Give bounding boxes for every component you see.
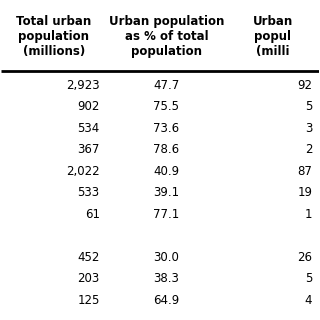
Text: 73.6: 73.6 bbox=[153, 122, 180, 135]
Text: 533: 533 bbox=[78, 186, 100, 199]
Text: 534: 534 bbox=[77, 122, 100, 135]
Text: 26: 26 bbox=[297, 251, 312, 264]
Text: 47.7: 47.7 bbox=[153, 79, 180, 92]
Text: 40.9: 40.9 bbox=[153, 165, 180, 178]
Text: 1: 1 bbox=[305, 208, 312, 221]
Text: 4: 4 bbox=[305, 294, 312, 307]
Text: 2,923: 2,923 bbox=[66, 79, 100, 92]
Text: 125: 125 bbox=[77, 294, 100, 307]
Text: 30.0: 30.0 bbox=[153, 251, 179, 264]
Text: 77.1: 77.1 bbox=[153, 208, 180, 221]
Text: Total urban
population
(millions): Total urban population (millions) bbox=[16, 15, 91, 58]
Text: 902: 902 bbox=[77, 100, 100, 113]
Text: 64.9: 64.9 bbox=[153, 294, 180, 307]
Text: 78.6: 78.6 bbox=[153, 143, 180, 156]
Text: 39.1: 39.1 bbox=[153, 186, 180, 199]
Text: Urban population
as % of total
population: Urban population as % of total populatio… bbox=[109, 15, 224, 58]
Text: 367: 367 bbox=[77, 143, 100, 156]
Text: 61: 61 bbox=[85, 208, 100, 221]
Text: 92: 92 bbox=[297, 79, 312, 92]
Text: 203: 203 bbox=[77, 272, 100, 285]
Text: 5: 5 bbox=[305, 100, 312, 113]
Text: 452: 452 bbox=[77, 251, 100, 264]
Text: 87: 87 bbox=[297, 165, 312, 178]
Text: 38.3: 38.3 bbox=[153, 272, 179, 285]
Text: 2,022: 2,022 bbox=[66, 165, 100, 178]
Text: Urban
popul
(milli: Urban popul (milli bbox=[252, 15, 293, 58]
Text: 5: 5 bbox=[305, 272, 312, 285]
Text: 19: 19 bbox=[297, 186, 312, 199]
Text: 3: 3 bbox=[305, 122, 312, 135]
Text: 75.5: 75.5 bbox=[153, 100, 179, 113]
Text: 2: 2 bbox=[305, 143, 312, 156]
